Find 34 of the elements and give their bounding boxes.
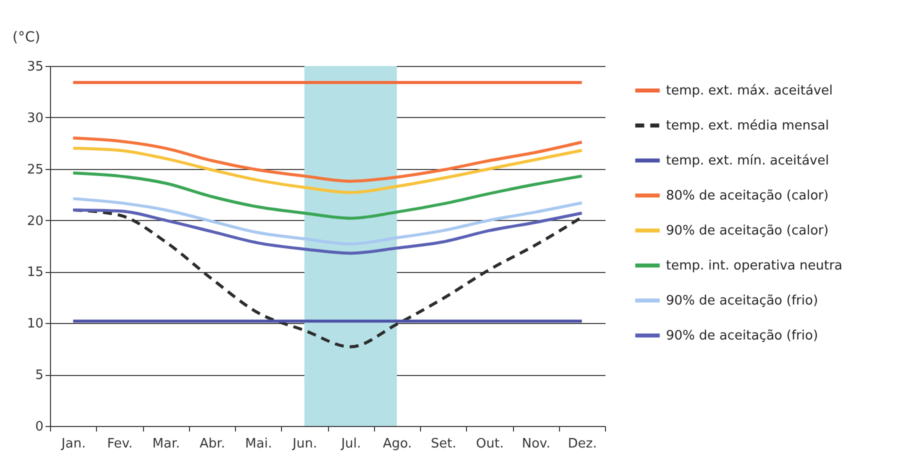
y-tick-label: 30 [26,110,44,126]
x-tick-label: Mar. [152,436,180,452]
legend-label: temp. ext. máx. aceitável [666,84,833,98]
x-tick-label: Nov. [522,436,550,452]
line-series [72,171,584,220]
legend-label: 90% de aceitação (frio) [666,328,818,344]
y-tick-label: 35 [26,60,44,74]
y-tick-label: 5 [35,368,44,384]
x-tick-label: Fev. [107,436,133,452]
line-series [72,146,584,194]
line-series [72,136,584,183]
x-tick-label: Dez. [568,436,597,452]
line-series [72,208,584,255]
x-tick-label: Jun. [292,436,318,452]
x-tick-label: Set. [430,436,456,452]
legend-label: 90% de aceitação (frio) [666,294,818,308]
y-tick-label: 0 [35,420,44,434]
y-tick-label: 20 [26,214,44,229]
legend-label: 80% de aceitação (calor) [666,188,829,204]
legend-label: 90% de aceitação (calor) [666,224,829,238]
x-tick-label: Mai. [245,436,272,452]
x-tick-label: Ago. [382,436,412,452]
y-axis-title: (°C) [12,30,40,46]
legend-label: temp. int. operativa neutra [666,258,842,274]
line-series [72,197,584,246]
y-tick-label: 25 [26,162,44,178]
y-tick-label: 15 [26,265,44,280]
x-tick-label: Out. [476,436,504,452]
x-tick-label: Jul. [340,436,362,452]
legend-label: temp. ext. mín. aceitável [666,154,829,168]
legend-label: temp. ext. média mensal [666,118,829,134]
y-tick-label: 10 [26,316,44,332]
x-tick-label: Jan. [60,436,86,452]
x-tick-label: Abr. [200,436,226,452]
